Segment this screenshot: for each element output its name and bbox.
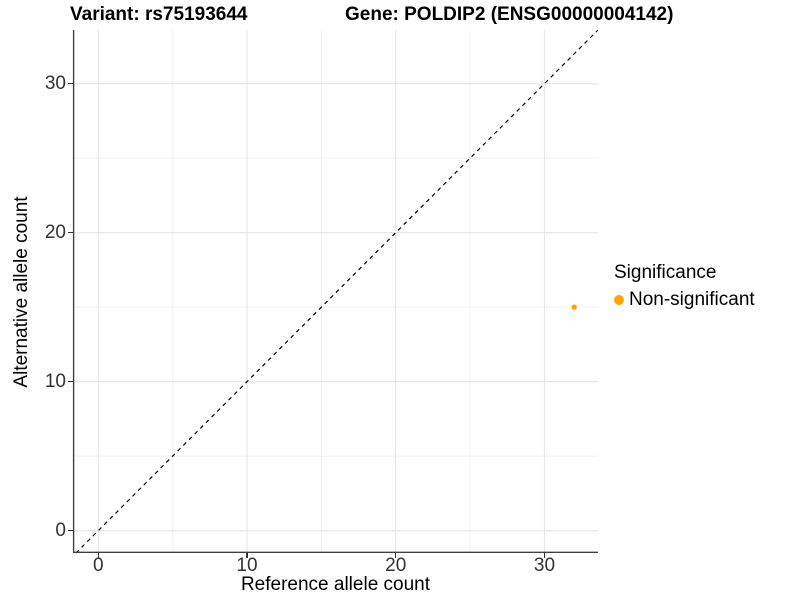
data-point — [571, 304, 577, 310]
plot-title-gene: Gene: POLDIP2 (ENSG00000004142) — [345, 4, 674, 25]
x-tick-label: 10 — [236, 555, 258, 576]
x-tick-mark — [246, 553, 248, 558]
legend-point-icon — [614, 295, 624, 305]
x-tick-label: 0 — [92, 555, 104, 576]
y-tick-mark — [68, 529, 73, 532]
y-tick-mark — [68, 82, 73, 85]
x-tick-mark — [543, 553, 546, 558]
x-tick-label: 30 — [533, 555, 556, 576]
x-tick-mark — [394, 553, 397, 558]
identity-line — [75, 29, 599, 554]
y-tick-mark — [68, 380, 73, 383]
x-axis-title: Reference allele count — [240, 574, 431, 595]
y-tick-label: 20 — [44, 221, 66, 243]
y-tick-label: 30 — [44, 72, 66, 94]
y-axis-title: Alternative allele count — [11, 196, 32, 388]
legend: Significance Non-significant — [614, 262, 755, 311]
plot-title-variant: Variant: rs75193644 — [70, 4, 248, 25]
legend-item-label: Non-significant — [629, 289, 755, 310]
legend-item: Non-significant — [614, 289, 755, 311]
plot-canvas — [72, 29, 599, 554]
y-tick-mark — [68, 231, 73, 234]
legend-title: Significance — [614, 262, 717, 283]
y-tick-label: 0 — [55, 519, 66, 541]
x-tick-mark — [97, 553, 100, 558]
x-tick-label: 20 — [385, 555, 407, 576]
y-tick-label: 10 — [44, 370, 66, 392]
plot-panel — [72, 29, 599, 554]
